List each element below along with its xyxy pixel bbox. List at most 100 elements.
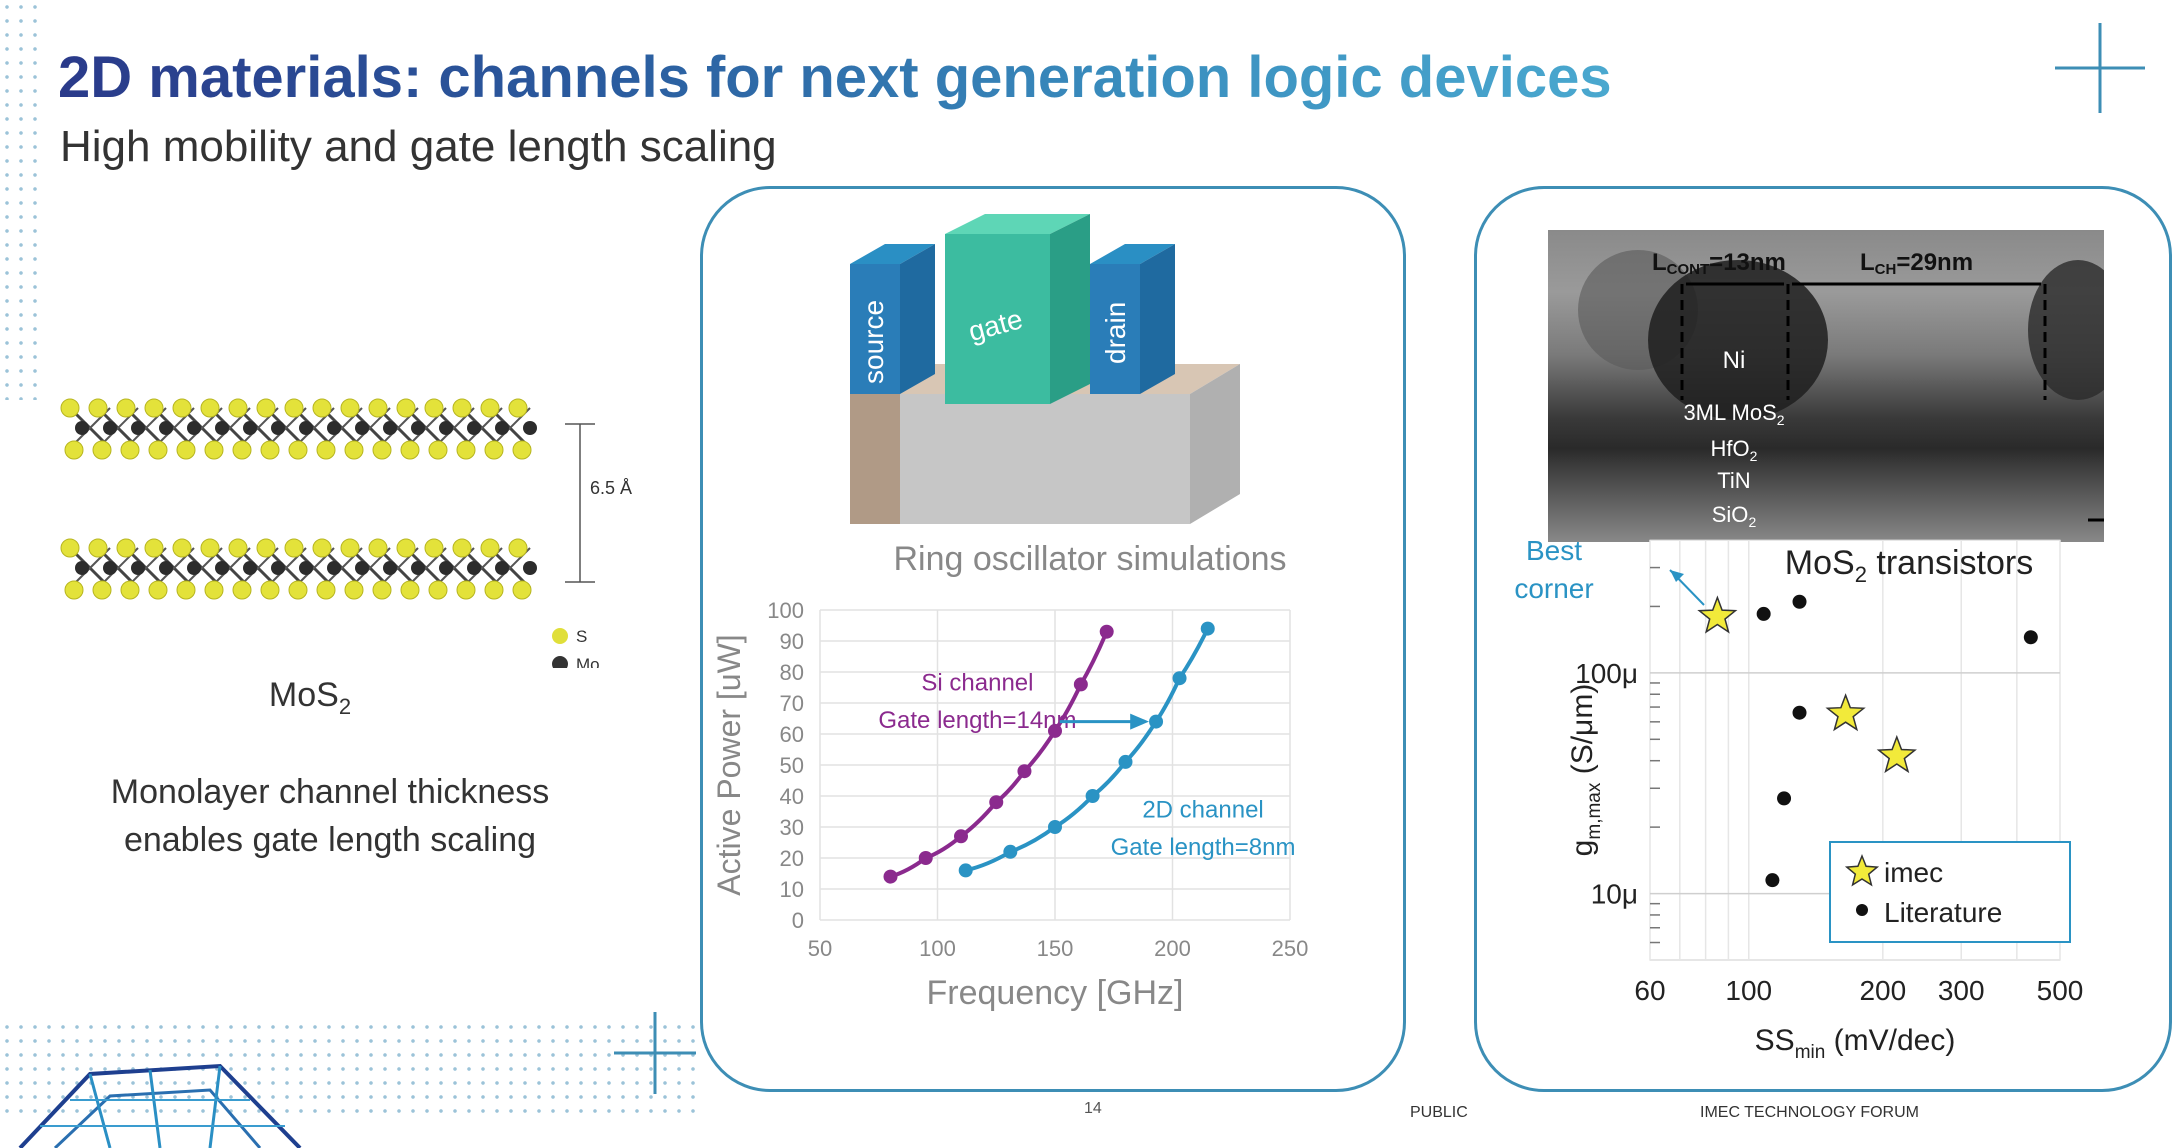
molybdenum-atom (215, 561, 229, 575)
drain-label: drain (1100, 302, 1131, 364)
sulfur-atom (372, 580, 392, 600)
sulfur-legend-dot (552, 628, 568, 644)
chart-legend: imec Literature (1829, 841, 2071, 943)
sulfur-atom (340, 538, 360, 558)
sulfur-atom (288, 440, 308, 460)
sulfur-atom (260, 580, 280, 600)
literature-point (2023, 630, 2038, 645)
imec-star-point (1876, 734, 1917, 774)
sulfur-atom (200, 398, 220, 418)
sulfur-atom (400, 440, 420, 460)
chart-grid (819, 609, 1291, 921)
sulfur-atom (204, 440, 224, 460)
tem-annotations: LCONT=13nm LCH=29nm Ni 3ML MoS2 HfO2 TiN… (1578, 249, 2104, 530)
shift-arrow (1059, 713, 1149, 730)
literature-point (1777, 791, 1792, 806)
y-tick-label: 100μ (1575, 658, 1638, 689)
sulfur-atom (288, 580, 308, 600)
sulfur-atom (312, 538, 332, 558)
sulfur-atom (88, 538, 108, 558)
sulfur-atom (316, 440, 336, 460)
molybdenum-atom (103, 421, 117, 435)
imec-legend-star (1844, 853, 1880, 887)
literature-point (1765, 873, 1780, 888)
molybdenum-atom (383, 561, 397, 575)
chart-title: MoS2 transistors (1785, 544, 2033, 587)
molybdenum-atom (327, 561, 341, 575)
molybdenum-atom (355, 421, 369, 435)
finfet-device-3d: source gate drain (850, 214, 1240, 524)
plus-mark-bottom (614, 1012, 696, 1094)
x-axis-label: Frequency [GHz] (927, 974, 1184, 1012)
sulfur-atom (400, 580, 420, 600)
data-point (1085, 789, 1100, 803)
sulfur-atom (508, 538, 528, 558)
chart-series (1697, 594, 2038, 888)
y-tick-label: 60 (780, 722, 804, 747)
data-point (1003, 844, 1018, 859)
sulfur-atom (88, 398, 108, 418)
sulfur-legend-label: S (576, 627, 587, 646)
y-axis-label: Active Power [uW] (711, 634, 747, 895)
public-label: PUBLIC (1410, 1104, 1468, 1121)
imec-star-point (1697, 595, 1738, 634)
literature-point (1792, 705, 1807, 720)
y-tick-label: 50 (780, 753, 804, 778)
page-number: 14 (1084, 1100, 1102, 1117)
x-axis-ticks: 50 100 150 200 250 (808, 936, 1309, 961)
sulfur-atom (316, 580, 336, 600)
molybdenum-atom (75, 421, 89, 435)
chart-series (883, 621, 1215, 884)
sulfur-atom (452, 398, 472, 418)
description-line-1: Monolayer channel thickness (110, 773, 550, 811)
mos2-layer-label: 3ML MoS2 (1683, 400, 1784, 428)
molybdenum-atom (131, 421, 145, 435)
sulfur-atom (340, 398, 360, 418)
molybdenum-atom (131, 561, 145, 575)
monolayer-description: Monolayer channel thickness enables gate… (60, 768, 600, 864)
ni-contact-blob (1648, 260, 1828, 420)
x-axis-label: SSmin (mV/dec) (1755, 1024, 1956, 1060)
sulfur-atom (368, 398, 388, 418)
sulfur-atom (284, 538, 304, 558)
molybdenum-atom (523, 421, 537, 435)
molybdenum-atom (271, 561, 285, 575)
sulfur-atom (176, 580, 196, 600)
page-title: 2D materials: channels for next generati… (58, 45, 1612, 110)
molybdenum-atom (523, 561, 537, 575)
sulfur-atom (344, 580, 364, 600)
sulfur-atom (232, 580, 252, 600)
sulfur-atom (228, 398, 248, 418)
x-tick-label: 150 (1037, 936, 1074, 961)
sulfur-atom (396, 538, 416, 558)
mos2-crystal-structure: 6.5 Å S Mo (60, 398, 632, 668)
y-tick-label: 20 (780, 846, 804, 871)
sulfur-atom (456, 580, 476, 600)
ring-oscillator-chart: 0 10 20 30 40 50 60 70 80 90 100 50 100 150 200 250 Ac… (711, 598, 1309, 1012)
data-point (1118, 754, 1133, 769)
source-block (850, 264, 900, 394)
data-point (1149, 714, 1164, 729)
sulfur-atom (424, 398, 444, 418)
molybdenum-legend-label: Mo (576, 655, 600, 668)
series-line (889, 630, 1109, 879)
best-corner-line2: corner (1514, 573, 1593, 604)
sulfur-atom (144, 538, 164, 558)
sulfur-atom (232, 440, 252, 460)
sulfur-atom (368, 538, 388, 558)
sulfur-atom (484, 440, 504, 460)
tin-layer-label: TiN (1717, 468, 1750, 493)
y-axis-ticks: 10μ 100μ (1575, 658, 1638, 910)
x-tick-label: 100 (919, 936, 956, 961)
data-point (1048, 723, 1062, 738)
sulfur-atom (144, 398, 164, 418)
forum-label: IMEC TECHNOLOGY FORUM (1700, 1104, 1919, 1121)
molybdenum-atom (383, 421, 397, 435)
y-tick-label: 80 (780, 660, 804, 685)
molybdenum-atom (299, 421, 313, 435)
2d-channel-label-line2: Gate length=8nm (1111, 834, 1296, 861)
sulfur-atom (256, 398, 276, 418)
molybdenum-atom (243, 561, 257, 575)
x-tick-label: 50 (808, 936, 832, 961)
data-point (918, 851, 933, 865)
